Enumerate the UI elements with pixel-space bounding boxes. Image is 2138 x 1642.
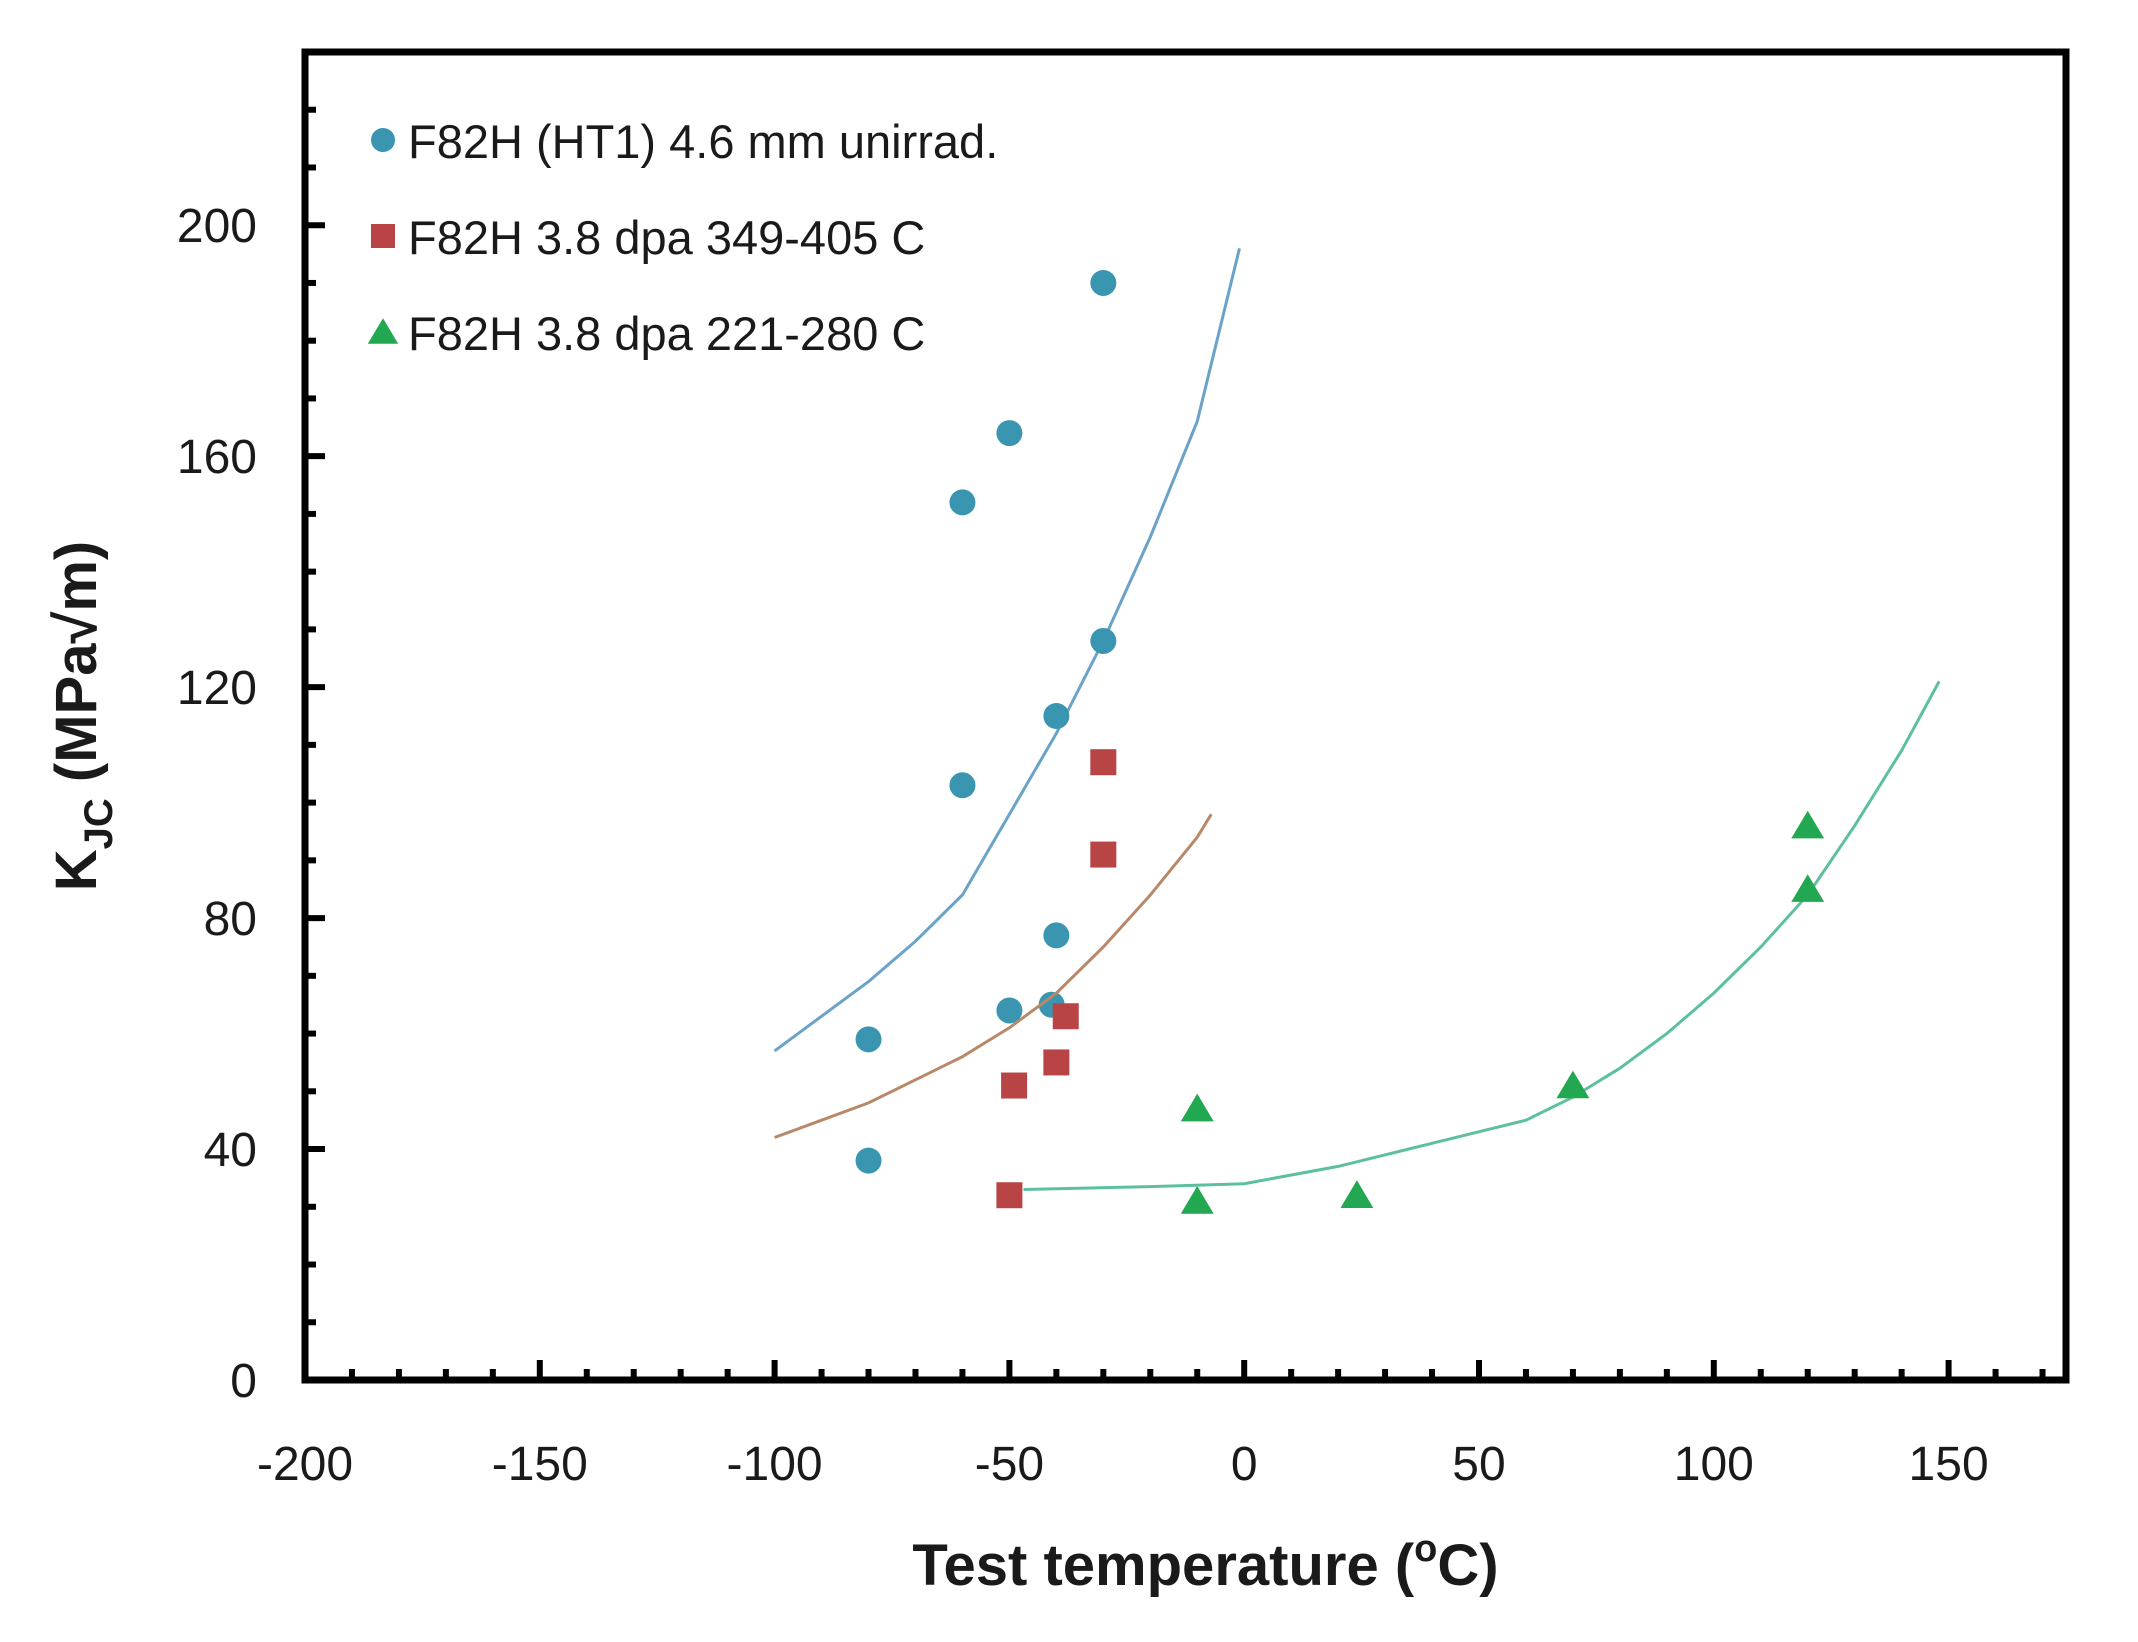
x-tick-label: 0 bbox=[1231, 1438, 1258, 1491]
series-2-point bbox=[1090, 749, 1117, 776]
series-1-point bbox=[1090, 627, 1117, 654]
series-3-point bbox=[1180, 1186, 1214, 1214]
legend-marker-3 bbox=[367, 318, 399, 344]
y-tick-label: 40 bbox=[204, 1124, 257, 1177]
x-tick-label: 100 bbox=[1674, 1438, 1754, 1491]
series-1-point bbox=[1090, 269, 1117, 296]
series-1-point bbox=[855, 1147, 882, 1174]
x-tick-label: -50 bbox=[975, 1438, 1044, 1491]
series-3-point bbox=[1556, 1070, 1590, 1099]
y-axis-title: KJC (MPa√m) bbox=[44, 541, 121, 891]
legend-label-2: F82H 3.8 dpa 349-405 C bbox=[408, 211, 925, 264]
y-tick-label: 80 bbox=[204, 893, 257, 946]
series-3-fit-curve bbox=[1023, 680, 1941, 1191]
x-tick-label: 150 bbox=[1909, 1438, 1989, 1491]
series-2-point bbox=[996, 1182, 1023, 1209]
series-1-point bbox=[855, 1026, 882, 1053]
series-1-point bbox=[949, 772, 976, 799]
series-2-point bbox=[1052, 1003, 1079, 1030]
axes: -200 -150 -100 -50 0 50 100 150 0 40 80 120 160 200 Te… bbox=[44, 48, 2070, 1598]
plot-frame bbox=[301, 48, 2070, 1384]
legend-marker-1 bbox=[371, 128, 395, 152]
series-1-point bbox=[996, 997, 1023, 1024]
series-3-point bbox=[1791, 810, 1825, 839]
x-tick-label: -100 bbox=[727, 1438, 823, 1491]
series-2-point bbox=[1043, 1049, 1070, 1076]
x-tick-label: -200 bbox=[257, 1438, 353, 1491]
series-2-point bbox=[1001, 1072, 1028, 1099]
plot-layer bbox=[773, 247, 1941, 1214]
legend: F82H (HT1) 4.6 mm unirrad. F82H 3.8 dpa 3… bbox=[367, 115, 998, 360]
legend-label-1: F82H (HT1) 4.6 mm unirrad. bbox=[408, 115, 998, 168]
series-3-point bbox=[1791, 874, 1825, 902]
y-tick-label: 200 bbox=[177, 200, 257, 253]
series-3-point bbox=[1180, 1093, 1214, 1122]
y-tick-label: 120 bbox=[177, 662, 257, 715]
series-1-point bbox=[996, 420, 1023, 447]
series-1-point bbox=[1043, 922, 1070, 949]
series-1-fit-curve bbox=[773, 247, 1241, 1053]
series-1-point bbox=[949, 489, 976, 516]
legend-marker-2 bbox=[371, 224, 395, 248]
series-3-point bbox=[1340, 1180, 1374, 1208]
x-tick-label: -150 bbox=[492, 1438, 588, 1491]
series-1-point bbox=[1043, 703, 1070, 729]
x-tick-label: 50 bbox=[1452, 1438, 1505, 1491]
x-axis-title: Test temperature (oC) bbox=[912, 1528, 1498, 1598]
y-tick-label: 0 bbox=[230, 1355, 257, 1408]
y-tick-label: 160 bbox=[177, 431, 257, 484]
series-2-fit-curve bbox=[774, 813, 1213, 1139]
legend-label-3: F82H 3.8 dpa 221-280 C bbox=[408, 307, 925, 360]
series-2-point bbox=[1090, 841, 1117, 868]
